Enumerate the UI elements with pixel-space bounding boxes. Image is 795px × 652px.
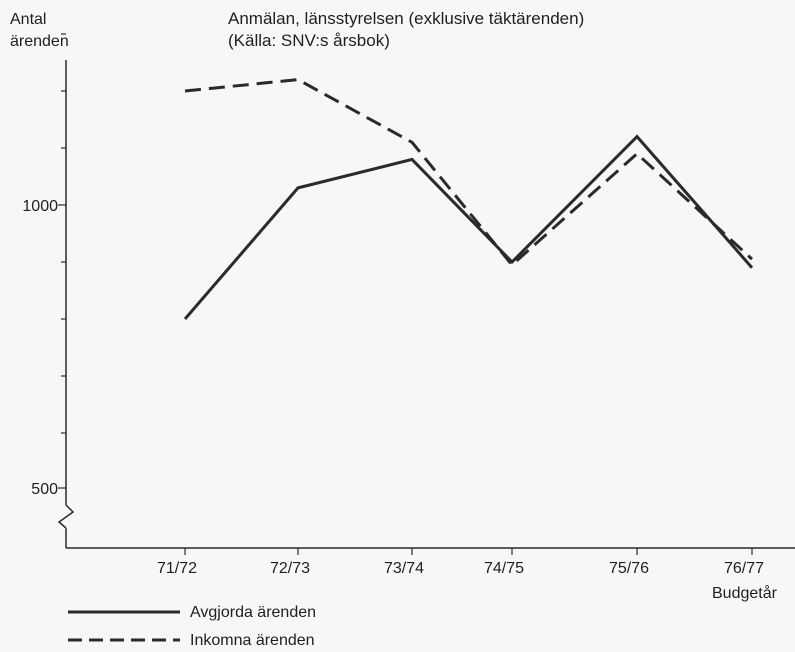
axes: [57, 60, 795, 549]
y-axis-label-line1: Antal: [10, 11, 46, 28]
x-tick-label: 72/73: [270, 560, 310, 577]
x-tick-label: 74/75: [484, 560, 524, 577]
chart-title: Anmälan, länsstyrelsen (exklusive täktär…: [228, 9, 584, 28]
series-line-avgjorda: [183, 134, 754, 320]
y-tick-label: 1000: [22, 198, 58, 215]
chart-subtitle: (Källa: SNV:s årsbok): [228, 31, 390, 50]
legend-label-avgjorda: Avgjorda ärenden: [190, 604, 316, 621]
x-tick-label: 71/72: [157, 560, 197, 577]
legend-label-inkomna: Inkomna ärenden: [190, 632, 315, 649]
legend: Avgjorda ärenden Inkomna ärenden: [68, 604, 316, 649]
x-tick-label: 76/77: [724, 560, 764, 577]
y-tick-label: 500: [31, 481, 58, 498]
x-axis-label: Budgetår: [712, 584, 778, 602]
x-tick-label: 75/76: [609, 560, 649, 577]
axis-ticks: 500 1000 71/72 72/73 73/74 74/75 75/76 76/77: [22, 33, 764, 577]
y-axis-break: [57, 504, 75, 529]
series-lines: [183, 78, 754, 320]
series-line-inkomna: [184, 78, 754, 268]
y-axis-label-line2: ärenden: [10, 33, 69, 50]
x-tick-label: 73/74: [384, 560, 424, 577]
